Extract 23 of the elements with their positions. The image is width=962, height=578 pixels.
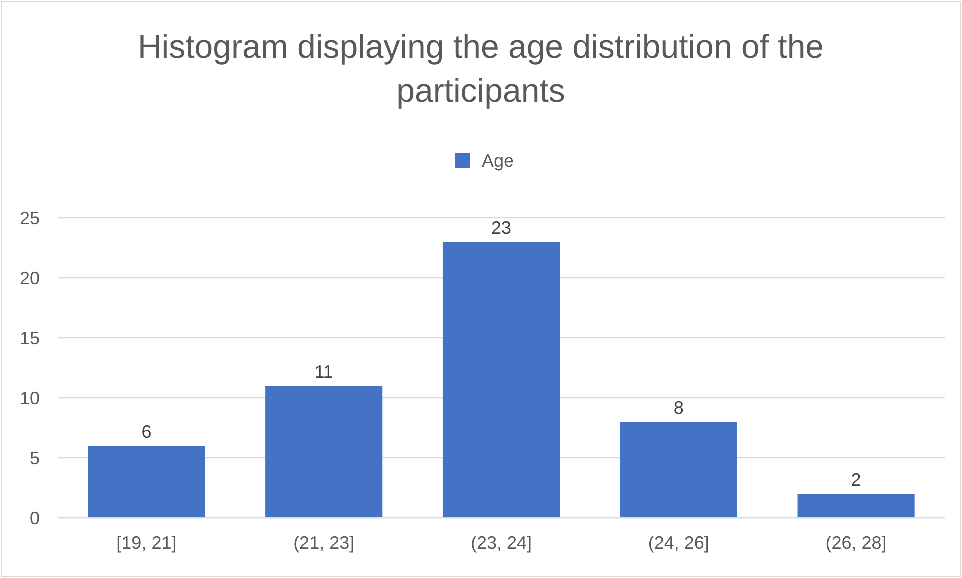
chart-title: Histogram displaying the age distribution of the participants (138, 28, 824, 109)
x-tick-label: (24, 26] (648, 533, 710, 553)
bar (266, 386, 383, 518)
bar (798, 494, 915, 518)
data-label: 2 (851, 470, 862, 490)
x-tick-label: (26, 28] (826, 533, 887, 553)
data-label: 6 (142, 422, 152, 442)
y-tick-label: 10 (20, 388, 40, 408)
data-label: 23 (491, 218, 512, 238)
y-tick-label: 25 (20, 208, 40, 228)
bar (88, 446, 206, 518)
bar (620, 422, 738, 518)
x-tick-label: [19, 21] (116, 533, 177, 553)
data-label: 8 (674, 398, 684, 418)
y-tick-label: 15 (20, 328, 40, 348)
y-tick-label: 20 (20, 268, 40, 288)
x-tick-label: (23, 24] (470, 533, 532, 553)
y-tick-label: 0 (30, 508, 40, 528)
x-tick-label: (21, 23] (294, 533, 355, 553)
y-tick-label: 5 (30, 448, 40, 468)
bar (442, 242, 560, 518)
data-label: 11 (314, 362, 334, 382)
legend-label: Age (482, 151, 514, 171)
